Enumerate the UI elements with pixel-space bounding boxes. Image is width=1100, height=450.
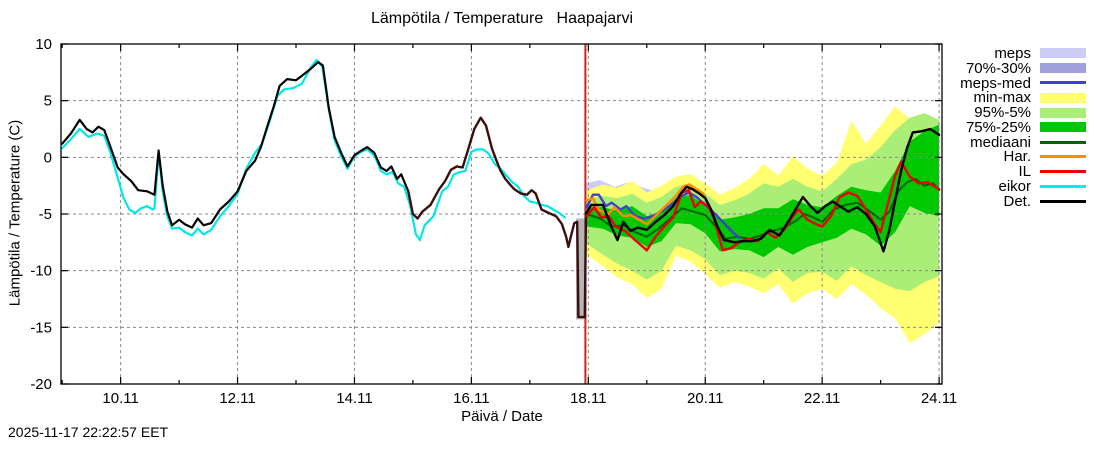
legend-swatch-line [1040, 140, 1086, 144]
y-tick-label: 0 [44, 149, 52, 166]
legend-label: 75%-25% [965, 118, 1031, 136]
legend-label: mediaani [970, 133, 1031, 151]
series-eikor [61, 58, 566, 242]
legend-swatch-band [1040, 92, 1086, 103]
series-det-forecast [585, 127, 941, 253]
legend-swatch-line [1040, 155, 1086, 159]
y-tick-label: 5 [44, 93, 52, 110]
x-tick-label: 18.11 [570, 390, 606, 407]
legend-swatch-band [1040, 48, 1086, 59]
x-tick-label: 12.11 [219, 390, 255, 407]
x-tick-label: 22.11 [804, 390, 840, 407]
legend-label: meps [994, 44, 1031, 62]
legend-swatch-band [1040, 107, 1086, 118]
legend-label: 70%-30% [965, 59, 1031, 77]
y-tick-label: -20 [30, 376, 52, 393]
y-axis-label: Lämpötila / Temperature (C) [6, 119, 24, 307]
band-75-25 [586, 124, 940, 258]
x-tick-label: 10.11 [102, 390, 138, 407]
series-det-hist [61, 61, 410, 229]
legend-label: min-max [973, 89, 1031, 107]
x-axis-label: Päivä / Date [461, 408, 543, 425]
y-tick-label: -5 [39, 206, 52, 223]
legend-label: Det. [1003, 192, 1031, 210]
legend-item-70-30-: 70%-30% [960, 59, 1086, 77]
legend-label: meps-med [960, 74, 1031, 92]
y-tick-label: -15 [30, 319, 52, 336]
legend-item-meps-med: meps-med [960, 74, 1086, 92]
legend-swatch-line [1040, 199, 1086, 203]
x-tick-label: 16.11 [453, 390, 489, 407]
generation-timestamp: 2025-11-17 22:22:57 EET [8, 424, 169, 440]
legend-swatch-band [1040, 63, 1086, 74]
chart-title: Lämpötila / Temperature Haapajarvi [370, 10, 634, 27]
y-tick-label: -10 [30, 263, 52, 280]
x-tick-label: 20.11 [687, 390, 723, 407]
legend-label: 95%-5% [974, 104, 1031, 122]
x-tick-label: 24.11 [921, 390, 957, 407]
series-det-hist-obs [407, 116, 588, 319]
legend-item-det-: Det. [960, 192, 1086, 210]
legend-swatch-band [1040, 122, 1086, 133]
legend-item-min-max: min-max [960, 89, 1086, 107]
legend-item-95-5-: 95%-5% [960, 104, 1086, 122]
legend-item-har-: Har. [960, 148, 1086, 166]
legend-label: Har. [1003, 148, 1031, 166]
x-tick-label: 14.11 [336, 390, 372, 407]
band-95-5 [586, 113, 940, 292]
legend-swatch-line [1040, 185, 1086, 189]
legend-item-meps: meps [960, 44, 1086, 62]
y-tick-label: 10 [35, 36, 52, 53]
legend-item-il: IL [960, 163, 1086, 181]
legend-label: eikor [998, 178, 1031, 196]
legend-item-mediaani: mediaani [960, 133, 1086, 151]
legend-item-75-25-: 75%-25% [960, 118, 1086, 136]
legend-swatch-line [1040, 170, 1086, 174]
series-har [585, 183, 705, 226]
legend-label: IL [1018, 163, 1031, 181]
legend-swatch-line [1040, 81, 1086, 85]
legend: meps 70%-30% meps-med min-max 95%-5% 75%-25% m… [960, 44, 1086, 210]
legend-item-eikor: eikor [960, 178, 1086, 196]
